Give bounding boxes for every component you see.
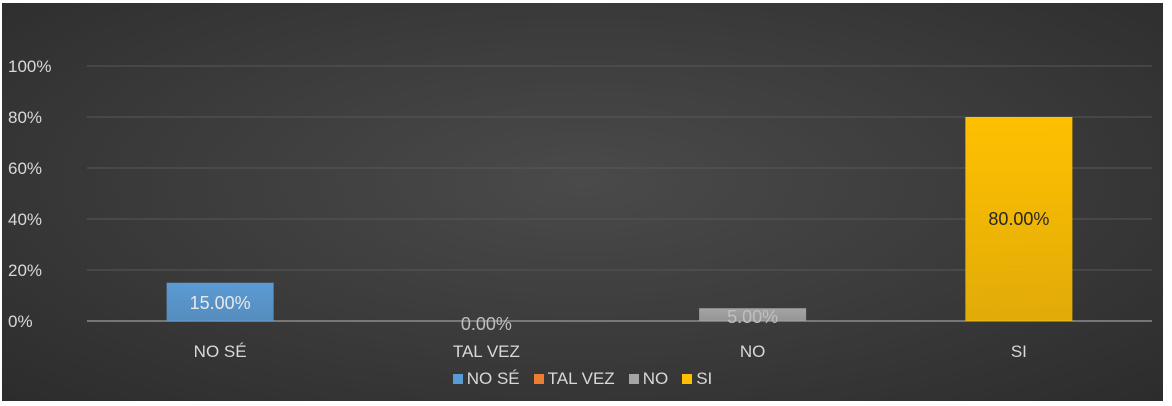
- y-tick-label-3: 60%: [8, 159, 42, 178]
- data-label-1: 0.00%: [461, 314, 512, 334]
- legend-swatch-no: [628, 374, 639, 384]
- legend-item-no-se: NO SÉ: [452, 369, 520, 389]
- x-tick-label-1: TAL VEZ: [453, 342, 520, 361]
- y-tick-label-4: 80%: [8, 108, 42, 127]
- x-tick-label-2: NO: [740, 342, 766, 361]
- legend-swatch-no-se: [452, 374, 463, 384]
- legend-label-no-se: NO SÉ: [466, 369, 520, 388]
- chart-area: 0% 20% 40% 60% 80% 100% 15.00% NO SÉ 0.00% TAL VE…: [2, 3, 1163, 401]
- chart-legend: NO SÉ TAL VEZ NO SI: [2, 369, 1163, 389]
- legend-label-si: SI: [696, 369, 713, 388]
- bar-3: [965, 117, 1073, 321]
- x-tick-label-0: NO SÉ: [194, 342, 247, 361]
- y-tick-label-1: 20%: [8, 261, 42, 280]
- legend-item-tal-vez: TAL VEZ: [533, 369, 615, 389]
- legend-swatch-si: [682, 374, 693, 384]
- data-label-0: 15.00%: [190, 293, 251, 313]
- bar-2: [699, 308, 807, 321]
- y-tick-label-2: 40%: [8, 210, 42, 229]
- legend-item-no: NO: [628, 369, 669, 389]
- y-tick-label-0: 0%: [8, 312, 33, 331]
- legend-item-si: SI: [682, 369, 712, 389]
- data-label-3: 80.00%: [988, 209, 1049, 229]
- x-tick-label-3: SI: [1011, 342, 1027, 361]
- bar-chart: 0% 20% 40% 60% 80% 100% 15.00% NO SÉ 0.00% TAL VE…: [8, 57, 1152, 361]
- data-label-2: 5.00%: [727, 307, 778, 327]
- legend-label-tal-vez: TAL VEZ: [547, 369, 615, 388]
- bar-0: [166, 282, 274, 321]
- y-tick-label-5: 100%: [8, 57, 51, 76]
- legend-label-no: NO: [642, 369, 669, 388]
- legend-swatch-tal-vez: [533, 374, 544, 384]
